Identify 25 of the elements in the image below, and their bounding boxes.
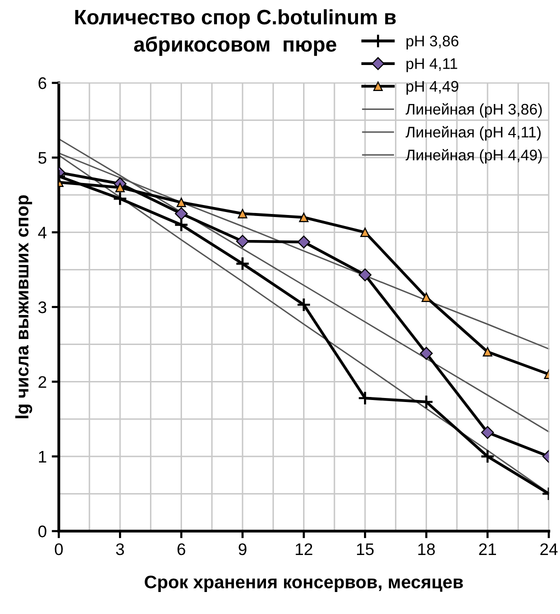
y-tick-label: 3: [38, 301, 46, 314]
x-tick-label: 0: [54, 543, 63, 556]
legend-label: pH 3,86: [406, 36, 458, 50]
x-tick-label: 3: [116, 543, 124, 556]
y-tick-label: 1: [38, 450, 46, 462]
y-tick-label: 5: [38, 152, 46, 164]
y-axis-title: lg числа выживших спор: [15, 195, 32, 418]
legend-label: Линейная (pH 4,49): [406, 148, 542, 164]
x-axis-title: Срок хранения консервов, месяцев: [144, 576, 463, 592]
legend-label: pH 4,49: [406, 80, 458, 95]
legend-label: Линейная (pH 4,11): [406, 126, 541, 141]
legend-label: pH 4,11: [406, 58, 458, 72]
x-tick-label: 15: [357, 544, 374, 556]
y-tick-label: 6: [38, 77, 46, 90]
y-tick-label: 2: [38, 376, 46, 388]
y-tick-label: 4: [38, 226, 47, 238]
chart-title: Количество спор C.botulinum в абрикосовом пюре: [75, 9, 396, 56]
x-tick-label: 6: [178, 543, 186, 556]
x-tick-label: 24: [540, 543, 558, 555]
x-tick-label: 9: [238, 543, 246, 556]
y-tick-label: 0: [38, 526, 46, 538]
x-tick-label: 18: [418, 543, 435, 556]
x-tick-label: 21: [479, 543, 496, 555]
legend-label: Линейная (pH 3,86): [406, 103, 542, 118]
x-tick-label: 12: [296, 543, 312, 555]
